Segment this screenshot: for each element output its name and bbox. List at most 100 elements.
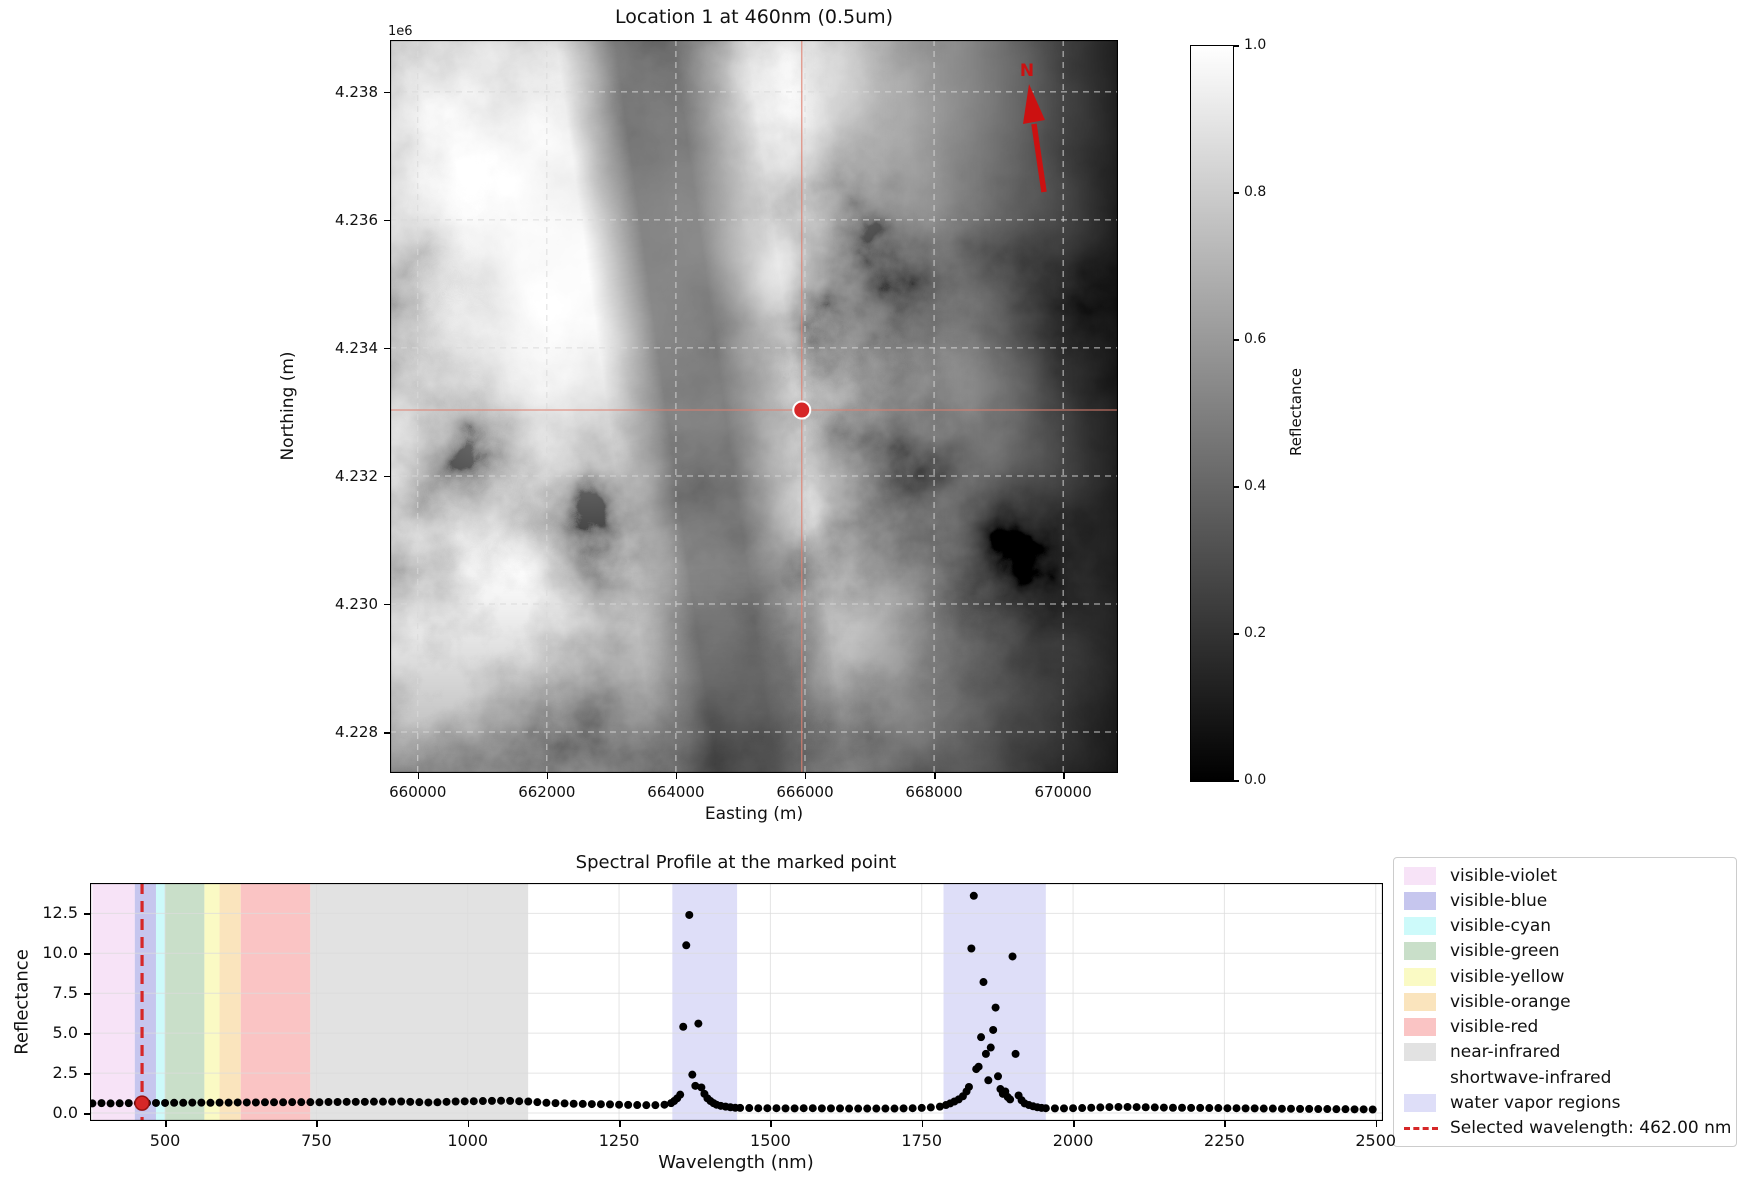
spectrum-point (1232, 1104, 1241, 1113)
spectrum-point (524, 1097, 533, 1106)
map-y-tick-label: 4.228 (335, 723, 378, 742)
spectral-x-tick-label: 1750 (901, 1131, 943, 1150)
spectral-y-tick-label: 0.0 (52, 1103, 78, 1122)
map-x-tick-mark (546, 773, 549, 779)
spectral-x-tick-label: 2500 (1355, 1131, 1397, 1150)
map-x-tick-mark (1063, 773, 1065, 779)
spectrum-point (1350, 1105, 1359, 1114)
water-vapor-region-1-band (672, 883, 738, 1121)
spectral-x-tick-label: 500 (149, 1131, 181, 1150)
spectrum-point (1259, 1104, 1268, 1113)
spectrum-point (697, 1083, 706, 1092)
colorbar-tick-label: 0.4 (1244, 478, 1267, 494)
spectrum-point (369, 1097, 378, 1106)
spectrum-point (478, 1097, 487, 1106)
spectrum-point (605, 1100, 614, 1109)
spectrum-point (170, 1098, 179, 1107)
spectrum-point (845, 1104, 854, 1113)
spectrum-point (1011, 1049, 1020, 1058)
spectrum-point (397, 1097, 406, 1106)
spectrum-point (215, 1098, 224, 1107)
spectrum-point (1069, 1104, 1078, 1113)
spectral-x-tick-label: 2250 (1204, 1131, 1245, 1150)
legend-color-swatch (1404, 967, 1436, 986)
legend-item: shortwave-infrared (1404, 1066, 1736, 1090)
spectrum-point (1277, 1104, 1286, 1113)
spectrum-point (224, 1098, 233, 1107)
legend-color-swatch (1404, 1094, 1436, 1113)
spectrum-point (977, 1033, 986, 1042)
spectrum-point (890, 1104, 899, 1113)
north-arrow-head (1023, 84, 1045, 124)
legend-item: visible-violet (1404, 864, 1736, 888)
colorbar-tick-label: 1.0 (1244, 37, 1267, 53)
spectrum-point (424, 1098, 433, 1107)
legend-item-label: shortwave-infrared (1450, 1067, 1612, 1088)
map-y-tick-label: 4.236 (335, 210, 378, 229)
spectrum-point (624, 1100, 633, 1109)
spectrum-point (986, 1043, 995, 1052)
map-dark-bottom-overlay (390, 40, 1118, 773)
visible-yellow-band (204, 883, 220, 1121)
spectral-y-tick-mark (84, 993, 90, 995)
spectrum-point (763, 1104, 772, 1113)
spectrum-point (596, 1100, 605, 1109)
spectral-y-tick-mark (84, 953, 90, 955)
spectrum-point (679, 1022, 688, 1031)
spectrum-point (826, 1104, 835, 1113)
spectrum-point (1196, 1103, 1205, 1112)
spectrum-point (1250, 1104, 1259, 1113)
spectral-y-tick-label: 12.5 (42, 903, 78, 923)
spectrum-point (1205, 1104, 1214, 1113)
spectrum-point (1359, 1105, 1368, 1114)
colorbar-tick-mark (1233, 780, 1239, 782)
spectrum-point (1241, 1104, 1250, 1113)
map-title: Location 1 at 460nm (0.5um) (614, 6, 894, 28)
map-x-tick-label: 660000 (389, 783, 447, 801)
spectrum-point (981, 1049, 990, 1058)
colorbar-tick-mark (1233, 45, 1239, 47)
spectrum-point (497, 1096, 506, 1105)
spectrum-point (817, 1104, 826, 1113)
spectrum-point (1341, 1105, 1350, 1114)
spectral-y-tick-mark (84, 1033, 90, 1035)
legend-color-swatch (1404, 866, 1436, 885)
spectrum-point (1006, 1095, 1015, 1104)
spectrum-point (1008, 952, 1017, 961)
spectral-plot-border (90, 883, 1383, 1121)
spectral-y-tick-mark (84, 1113, 90, 1115)
spectrum-point (1087, 1103, 1096, 1112)
spectral-y-tick-label: 7.5 (52, 983, 78, 1003)
map-y-tick-mark (384, 603, 390, 606)
spectrum-point (969, 891, 978, 900)
map-y-tick-label: 4.230 (335, 594, 378, 613)
spectrum-point (1314, 1105, 1323, 1114)
map-y-tick-mark (384, 732, 390, 734)
colorbar-tick-mark (1233, 633, 1239, 635)
colorbar-tick-mark (1233, 339, 1239, 341)
spectrum-point (1178, 1103, 1187, 1112)
legend-color-swatch (1404, 1018, 1436, 1037)
spectrum-point (1368, 1105, 1377, 1114)
map-x-tick-label: 668000 (905, 783, 963, 801)
map-x-tick-label: 666000 (776, 783, 834, 801)
legend-item-label: Selected wavelength: 462.00 nm (1450, 1118, 1732, 1139)
spectrum-point (1305, 1104, 1314, 1113)
colorbar-tick-label: 0.2 (1244, 625, 1267, 641)
map-x-tick-mark (934, 773, 936, 779)
legend-item: visible-cyan (1404, 914, 1736, 938)
colorbar-tick-label: 0.6 (1244, 331, 1267, 347)
spectrum-point (206, 1098, 215, 1107)
spectrum-point (378, 1097, 387, 1106)
spectral-x-tick-mark (921, 1121, 924, 1127)
spectrum-point (297, 1098, 306, 1107)
spectrum-point (233, 1098, 242, 1107)
spectrum-point (790, 1104, 799, 1113)
spectral-x-tick-mark (1375, 1121, 1378, 1127)
legend-item-label: visible-orange (1450, 991, 1571, 1012)
spectrum-point (315, 1098, 324, 1107)
legend-color-swatch (1404, 1068, 1436, 1087)
spectrum-point (460, 1097, 469, 1106)
spectrum-point (251, 1098, 260, 1107)
